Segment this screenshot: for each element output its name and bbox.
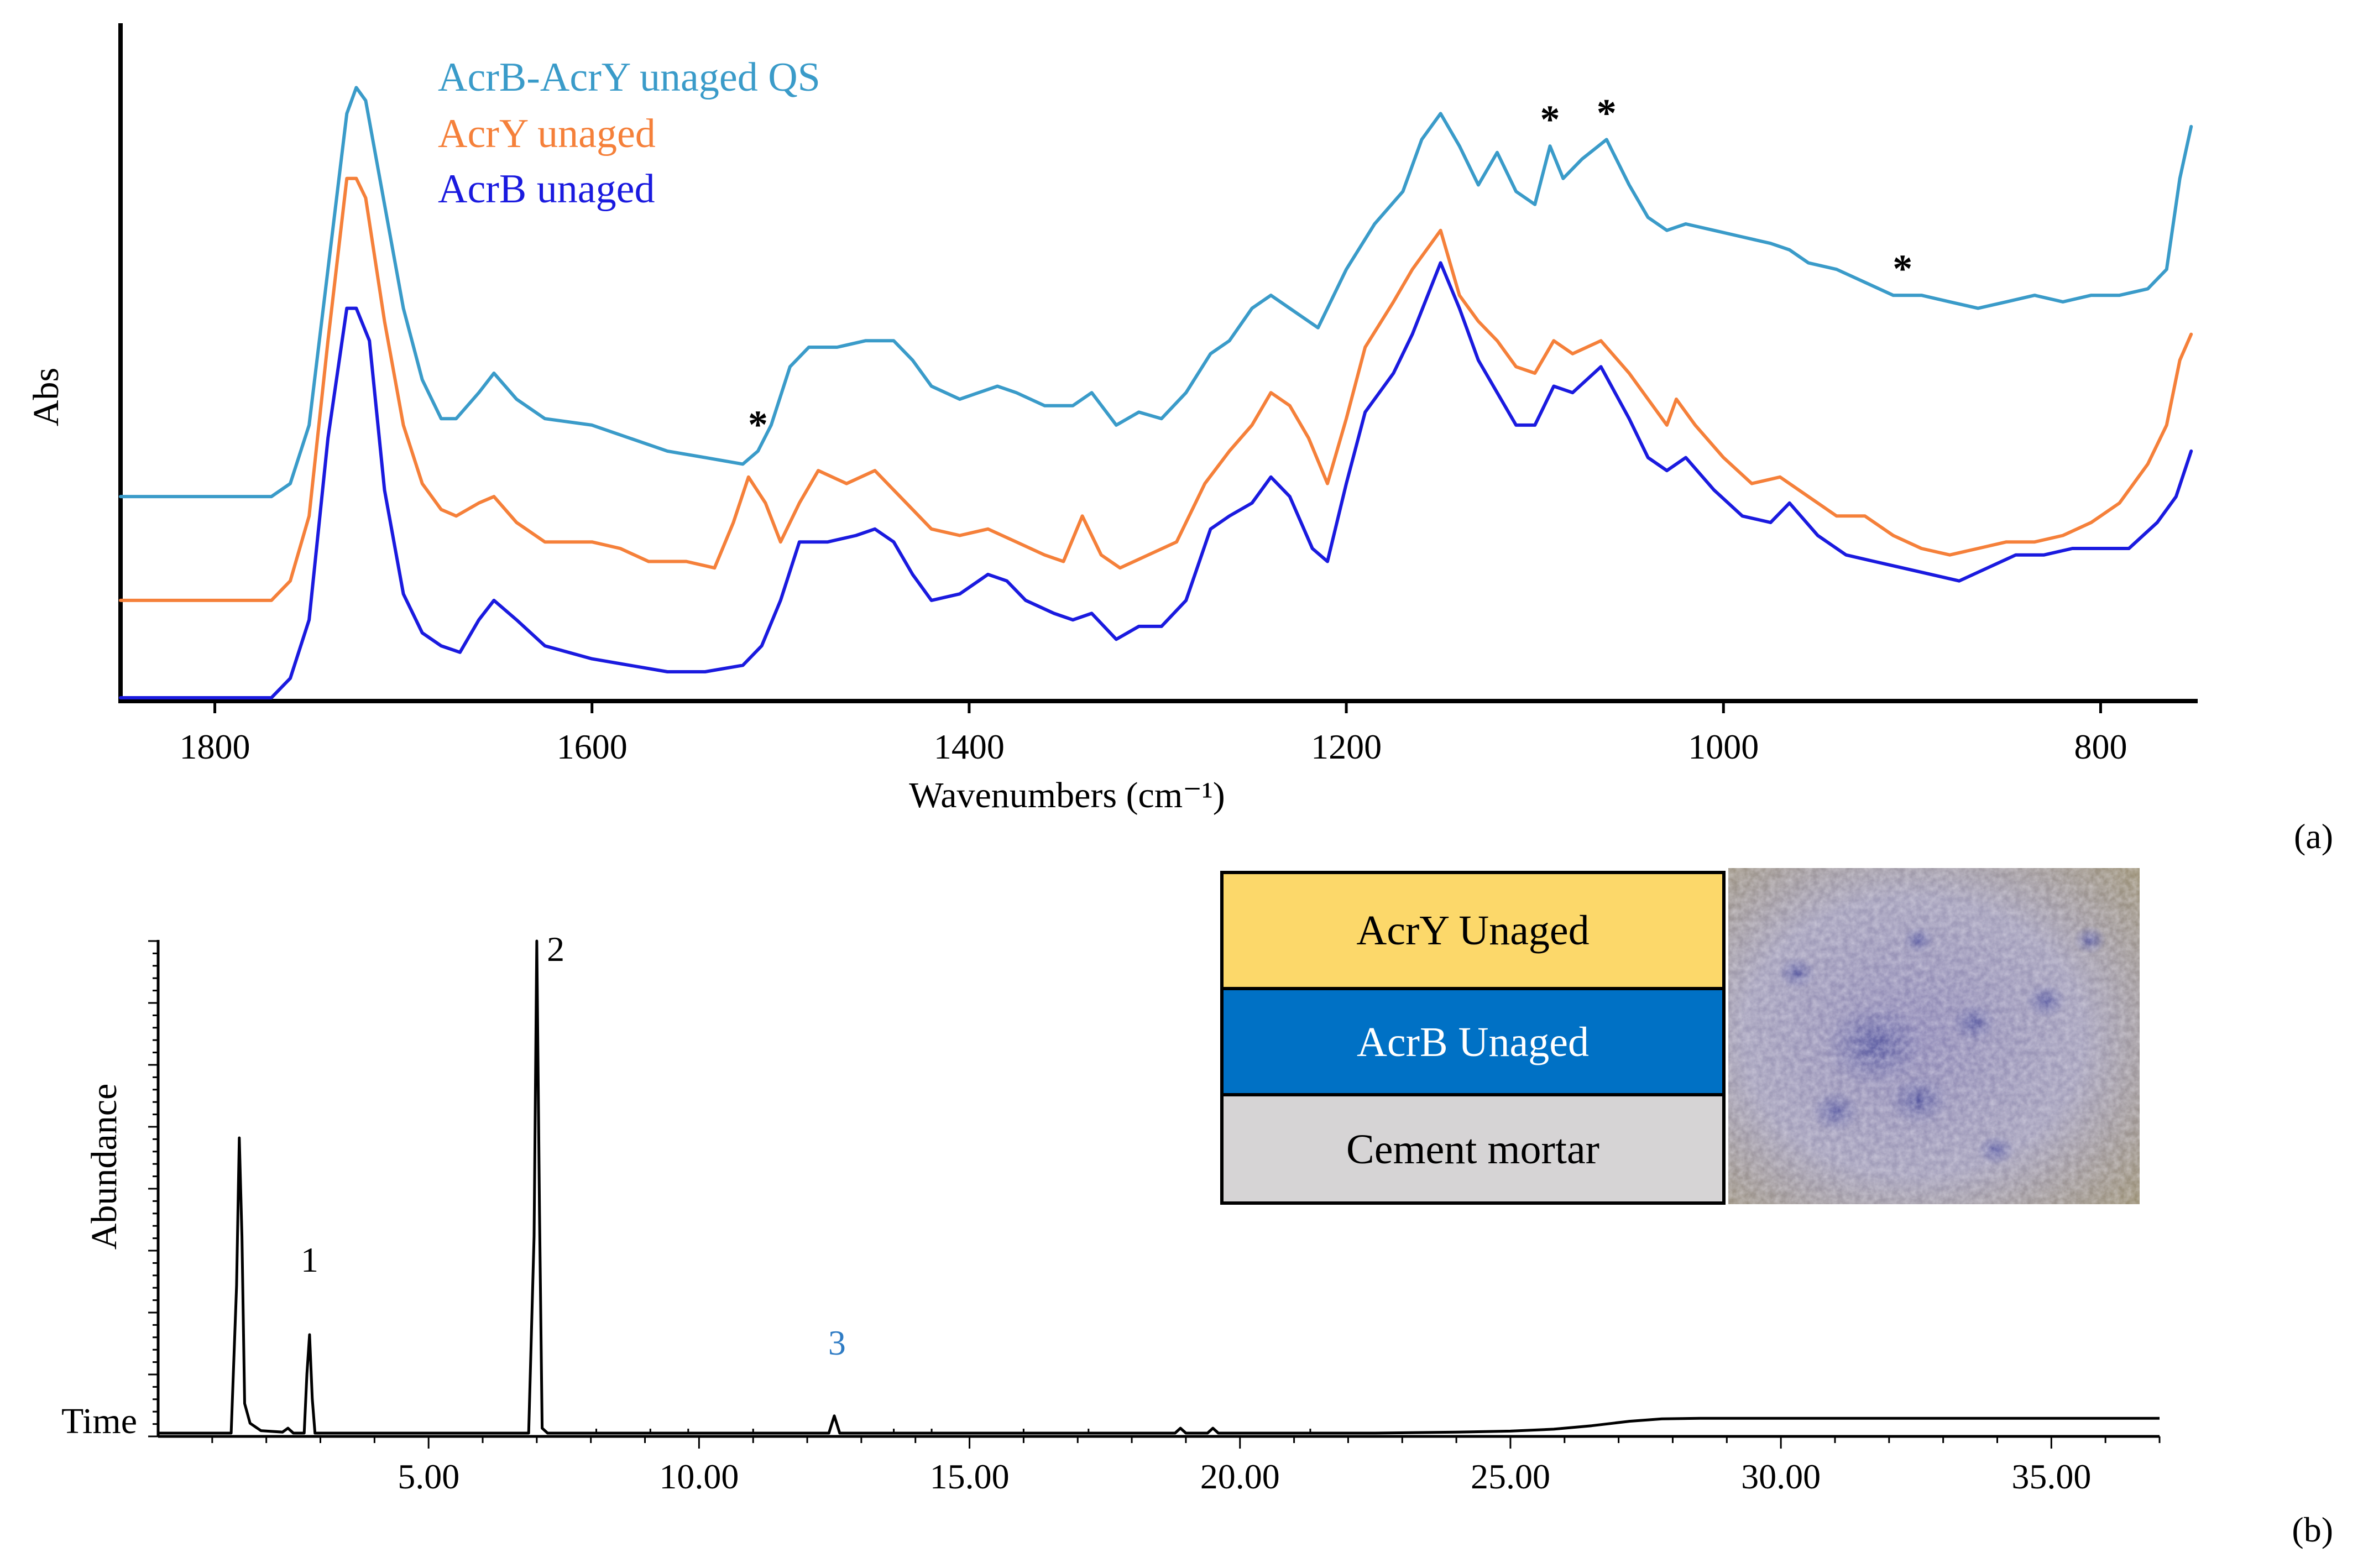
ftir-chart: 1800 1600 1400 1200 1000 800 * * * * Abs Wavenum…	[26, 23, 2333, 856]
layer-acry	[1220, 871, 1726, 990]
chrom-x-ticks: 5.00 10.00 15.00 20.00 25.00 30.00 35.00	[211, 1436, 2161, 1496]
chrom-peak-labels: 1 2 3	[301, 929, 846, 1362]
ftir-x-tick-label: 800	[2074, 727, 2127, 766]
chromatogram-chart: 5.00 10.00 15.00 20.00 25.00 30.00 35.00 1 2 3 A…	[61, 929, 2333, 1549]
ftir-series-group	[119, 86, 2193, 699]
chrom-x-tick-label: 15.00	[930, 1457, 1010, 1496]
panel-b-tag: (b)	[2292, 1510, 2333, 1549]
layer-cement-mortar	[1220, 1093, 1726, 1205]
ftir-legend-acry: AcrY unaged	[438, 111, 656, 156]
ftir-x-tick-label: 1400	[934, 727, 1005, 766]
chrom-series-line	[158, 939, 2160, 1435]
ftir-y-axis-title: Abs	[26, 368, 66, 426]
ftir-x-tick-label: 1600	[557, 727, 628, 766]
ftir-annotations: * * * *	[748, 91, 1912, 447]
layer-acry-label: AcrY Unaged	[1356, 907, 1589, 954]
ftir-legend-acrb: AcrB unaged	[438, 166, 655, 212]
chrom-x-tick-label: 5.00	[398, 1457, 459, 1496]
chrom-time-label: Time	[61, 1401, 137, 1441]
layer-acrb	[1220, 987, 1726, 1096]
ftir-x-tick-label: 1000	[1688, 727, 1759, 766]
layer-mortar-label: Cement mortar	[1346, 1126, 1599, 1173]
chrom-x-tick-label: 30.00	[1741, 1457, 1821, 1496]
micrograph-image	[1728, 868, 2140, 1204]
ftir-asterisk-annotation: *	[1597, 91, 1617, 135]
ftir-x-tick-label: 1800	[180, 727, 250, 766]
ftir-x-axis-title: Wavenumbers (cm⁻¹)	[909, 775, 1225, 816]
chrom-x-tick-label: 35.00	[2011, 1457, 2091, 1496]
chrom-x-tick-label: 25.00	[1471, 1457, 1550, 1496]
ftir-asterisk-annotation: *	[1893, 247, 1912, 291]
chrom-peak-label: 3	[828, 1323, 846, 1362]
ftir-series-line-1	[119, 176, 2193, 602]
ftir-asterisk-annotation: *	[1540, 97, 1560, 142]
chrom-x-tick-label: 20.00	[1200, 1457, 1280, 1496]
layer-acrb-label: AcrB Unaged	[1357, 1019, 1589, 1065]
ftir-legend-qs: AcrB-AcrY unaged QS	[438, 55, 820, 100]
ftir-x-ticks: 1800 1600 1400 1200 1000 800	[180, 701, 2127, 766]
chrom-x-tick-label: 10.00	[659, 1457, 739, 1496]
chrom-y-minor-ticks	[148, 940, 158, 1438]
stratigraphy-inset: AcrY Unaged AcrB Unaged Cement mortar	[1220, 868, 2140, 1205]
ftir-asterisk-annotation: *	[748, 403, 768, 447]
chrom-series-group	[158, 939, 2160, 1435]
chrom-peak-label: 2	[547, 929, 564, 969]
panel-a-tag: (a)	[2294, 817, 2333, 856]
chrom-peak-label: 1	[301, 1240, 318, 1279]
ftir-series-line-2	[119, 261, 2193, 699]
ftir-x-tick-label: 1200	[1311, 727, 1382, 766]
ftir-series-line-0	[119, 86, 2193, 499]
chrom-y-axis-title: Abundance	[84, 1084, 124, 1250]
